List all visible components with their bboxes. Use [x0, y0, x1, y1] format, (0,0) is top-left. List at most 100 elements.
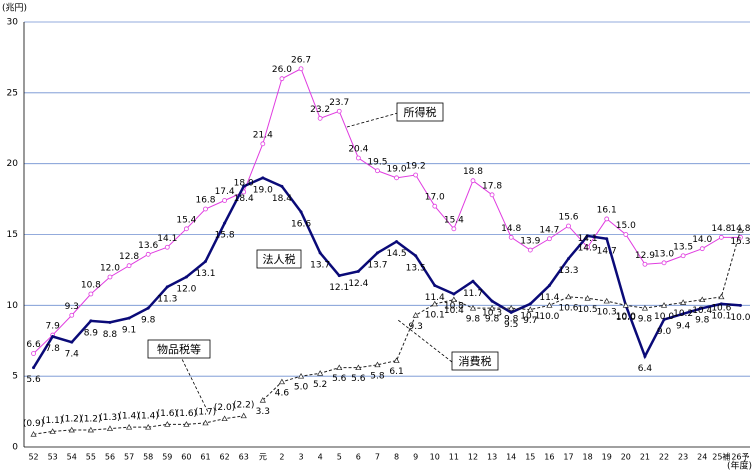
data-label: 10.6	[711, 303, 731, 313]
marker	[261, 176, 265, 180]
marker	[719, 302, 723, 306]
x-tick-label: 11	[449, 453, 459, 462]
marker	[337, 274, 341, 278]
marker	[298, 66, 304, 72]
data-label: 5.6	[26, 375, 41, 385]
marker	[469, 304, 477, 311]
marker	[738, 303, 742, 307]
marker	[395, 240, 399, 244]
data-label: 12.0	[176, 285, 196, 295]
marker	[565, 293, 572, 300]
x-tick-label: 52	[28, 453, 38, 462]
y-tick-label: 25	[7, 88, 18, 98]
marker	[394, 175, 399, 181]
data-label: 15.4	[176, 215, 196, 225]
data-label: 19.5	[367, 157, 387, 167]
data-label: 9.8	[466, 315, 481, 325]
data-label: 11.3	[157, 294, 177, 304]
data-label: 9.8	[504, 315, 519, 325]
marker	[699, 246, 705, 252]
data-label: 8.9	[84, 328, 99, 338]
marker	[547, 284, 551, 287]
data-label: 10.0	[616, 313, 636, 323]
marker	[470, 178, 476, 184]
marker	[488, 304, 496, 311]
marker	[375, 251, 379, 255]
marker	[297, 372, 305, 379]
data-label: 15.0	[616, 221, 636, 231]
data-label: 13.5	[406, 263, 426, 273]
data-label: 9.8	[695, 316, 710, 326]
x-tick-label: 56	[105, 453, 115, 462]
marker	[108, 320, 112, 324]
data-label: 11.4	[425, 293, 445, 303]
data-label: 18.0	[234, 179, 254, 189]
marker	[566, 223, 571, 229]
x-tick-label: 9	[413, 453, 418, 462]
x-tick-label: 10	[430, 453, 440, 462]
data-label: 12.1	[329, 283, 349, 293]
data-label: 5.6	[351, 374, 366, 384]
marker	[431, 300, 438, 307]
x-tick-label: 61	[200, 453, 210, 462]
data-label: 4.6	[275, 388, 290, 398]
data-label: (1.4)	[118, 412, 139, 422]
data-label: 9.1	[122, 326, 136, 336]
x-tick-label: 55	[86, 453, 96, 462]
data-label: 5.6	[332, 374, 347, 384]
data-label: 14.1	[578, 234, 598, 244]
marker	[680, 299, 687, 305]
data-label: 10.0	[539, 312, 559, 322]
marker	[412, 312, 419, 318]
data-label: 13.6	[138, 241, 158, 251]
legend-label: 物品税等	[157, 342, 201, 356]
data-label: 18.8	[463, 167, 483, 177]
marker	[700, 306, 704, 310]
data-label: 10.5	[578, 305, 598, 315]
annotation-arrows	[179, 112, 453, 413]
value-labels: 6.67.99.310.812.012.813.614.115.416.817.…	[23, 55, 751, 429]
x-tick-label: 3	[298, 453, 303, 462]
arrow	[346, 112, 399, 128]
marker	[164, 244, 170, 250]
arrow	[179, 354, 209, 413]
marker	[586, 234, 590, 238]
data-label: 17.4	[215, 187, 235, 197]
data-label: 5.0	[294, 383, 309, 393]
marker	[280, 184, 284, 188]
marker	[452, 292, 456, 296]
marker	[70, 340, 74, 344]
marker	[490, 299, 494, 303]
marker	[242, 184, 246, 188]
x-tick-label: 54	[67, 453, 77, 462]
data-label: 10.0	[616, 312, 636, 322]
x-tick-label: 2	[279, 453, 284, 462]
marker	[204, 259, 207, 263]
x-tick-label: 58	[143, 453, 153, 462]
data-label: 10.0	[654, 312, 674, 322]
marker	[414, 254, 418, 258]
data-label: 14.8	[730, 224, 750, 234]
data-label: 26.0	[272, 65, 292, 75]
marker	[336, 364, 343, 371]
marker	[699, 296, 706, 303]
marker	[527, 247, 533, 253]
data-label: (1.4)	[138, 412, 159, 422]
marker	[222, 198, 228, 203]
data-label: 10.1	[711, 311, 731, 321]
data-label: 7.9	[45, 322, 60, 332]
marker	[299, 210, 303, 214]
data-label: 13.9	[520, 237, 540, 247]
data-label: 13.0	[654, 249, 674, 259]
data-label: (1.1)	[42, 416, 63, 426]
marker	[642, 261, 648, 267]
y-tick-label: 10	[7, 301, 19, 311]
marker	[240, 412, 247, 419]
marker	[145, 423, 152, 430]
data-label: 12.9	[635, 251, 655, 261]
legend-label: 所得税	[404, 105, 437, 119]
marker	[738, 234, 743, 240]
marker	[88, 291, 94, 297]
x-tick-label: 24	[697, 453, 707, 462]
data-label: (1.7)	[195, 407, 216, 417]
